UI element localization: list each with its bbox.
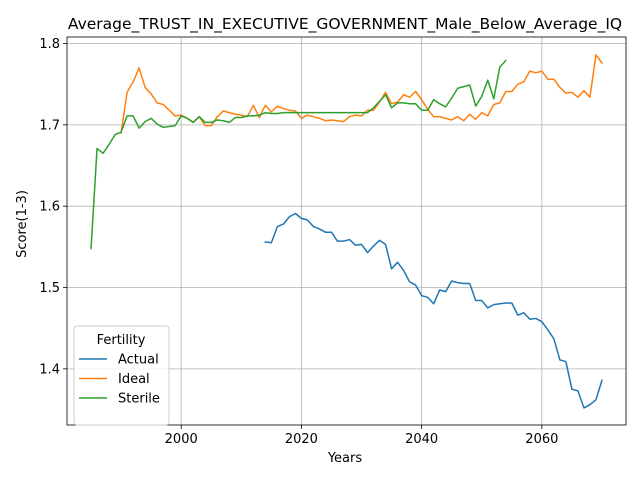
y-tick-label: 1.8 — [39, 37, 60, 52]
series-line-actual — [264, 212, 603, 409]
plot-frame — [66, 36, 627, 426]
x-axis: 2000 2020 2040 2060 — [165, 425, 558, 447]
legend: Fertility Actual Ideal Sterile — [73, 325, 170, 426]
y-tick-label: 1.7 — [39, 118, 60, 133]
legend-title: Fertility — [97, 333, 146, 348]
series-line-ideal — [120, 54, 604, 134]
x-tick-label: 2000 — [165, 432, 198, 447]
legend-label-sterile: Sterile — [118, 392, 160, 407]
legend-label-actual: Actual — [118, 353, 159, 368]
x-tick-label: 2060 — [525, 432, 558, 447]
y-tick-label: 1.6 — [39, 200, 60, 215]
series-line-sterile — [90, 59, 507, 250]
x-tick-label: 2040 — [405, 432, 438, 447]
chart-title: Average_TRUST_IN_EXECUTIVE_GOVERNMENT_Ma… — [68, 15, 622, 34]
y-axis: 1.4 1.5 1.6 1.7 1.8 — [39, 37, 67, 377]
x-tick-label: 2020 — [285, 432, 318, 447]
y-axis-label: Score(1-3) — [15, 190, 30, 258]
y-tick-label: 1.4 — [39, 362, 60, 377]
x-axis-label: Years — [327, 451, 363, 466]
series-lines — [90, 54, 604, 409]
legend-box — [73, 325, 170, 426]
legend-label-ideal: Ideal — [118, 372, 150, 387]
y-tick-label: 1.5 — [39, 281, 60, 296]
